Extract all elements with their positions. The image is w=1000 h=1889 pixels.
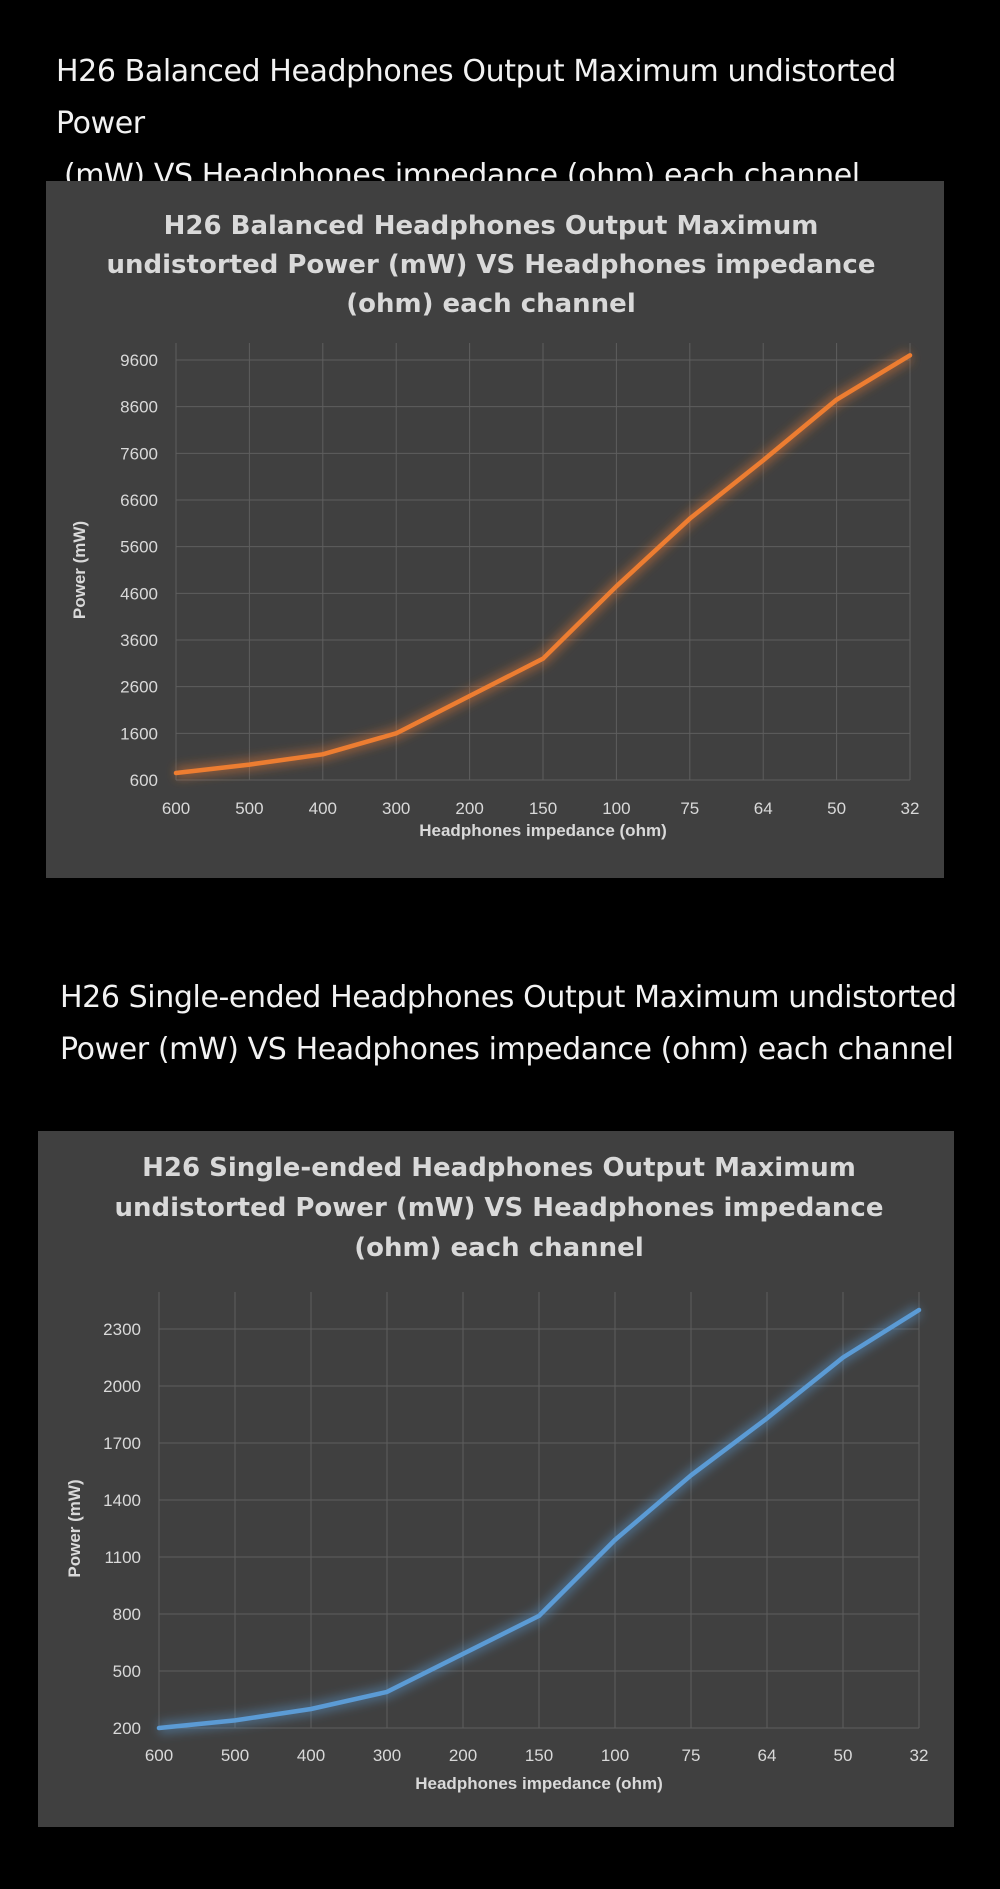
single-ended-section-heading: H26 Single-ended Headphones Output Maxim…: [60, 972, 980, 1076]
single-ended-x-tick-label: 75: [682, 1746, 701, 1765]
single-ended-power-chart: H26 Single-ended Headphones Output Maxim…: [38, 1131, 954, 1827]
balanced-x-axis-label: Headphones impedance (ohm): [419, 821, 666, 840]
balanced-y-tick-label: 4600: [120, 584, 158, 603]
single-ended-chart-svg: H26 Single-ended Headphones Output Maxim…: [65, 1153, 929, 1793]
balanced-chart-title-line: undistorted Power (mW) VS Headphones imp…: [107, 250, 876, 280]
balanced-section-heading: H26 Balanced Headphones Output Maximum u…: [56, 46, 976, 202]
single-ended-x-tick-label: 400: [297, 1746, 325, 1765]
balanced-data-point: [541, 656, 545, 661]
balanced-data-point: [614, 584, 619, 589]
single-ended-y-tick-label: 2000: [103, 1377, 141, 1396]
balanced-x-tick-label: 150: [529, 799, 557, 818]
single-ended-y-tick-label: 500: [113, 1662, 141, 1681]
balanced-data-point: [320, 752, 325, 757]
balanced-x-tick-label: 300: [382, 799, 410, 818]
single-ended-x-axis-label: Headphones impedance (ohm): [415, 1774, 662, 1793]
single-ended-y-tick-label: 800: [113, 1605, 141, 1624]
balanced-data-point: [174, 771, 178, 775]
single-ended-x-tick-label: 100: [601, 1746, 629, 1765]
balanced-x-tick-label: 50: [827, 799, 846, 818]
single-ended-data-point: [613, 1537, 617, 1542]
balanced-chart-title-line: (ohm) each channel: [346, 289, 635, 319]
balanced-y-tick-label: 6600: [120, 491, 158, 510]
single-ended-chart-title-line: H26 Single-ended Headphones Output Maxim…: [142, 1153, 856, 1183]
single-ended-data-point: [689, 1473, 693, 1478]
single-ended-data-point: [765, 1416, 769, 1421]
balanced-x-tick-label: 64: [754, 799, 773, 818]
balanced-heading-line-1: H26 Balanced Headphones Output Maximum u…: [56, 54, 896, 141]
single-ended-x-tick-label: 50: [834, 1746, 853, 1765]
balanced-x-tick-label: 75: [680, 799, 699, 818]
balanced-y-tick-label: 600: [130, 771, 158, 790]
balanced-y-tick-label: 2600: [120, 678, 158, 697]
balanced-x-tick-label: 200: [455, 799, 483, 818]
balanced-x-tick-label: 100: [602, 799, 630, 818]
single-ended-data-point: [233, 1718, 237, 1723]
balanced-y-tick-label: 9600: [120, 351, 158, 370]
single-ended-x-tick-label: 150: [525, 1746, 553, 1765]
balanced-data-point: [247, 762, 252, 767]
single-ended-y-tick-label: 2300: [103, 1320, 141, 1339]
balanced-power-chart: H26 Balanced Headphones Output Maximum un…: [46, 181, 944, 878]
balanced-x-tick-label: 400: [309, 799, 337, 818]
balanced-data-point: [394, 731, 399, 736]
single-ended-x-tick-label: 200: [449, 1746, 477, 1765]
single-ended-data-point: [461, 1651, 465, 1656]
balanced-chart-svg: H26 Balanced Headphones Output Maximum un…: [70, 211, 920, 840]
single-heading-line-1: H26 Single-ended Headphones Output Maxim…: [60, 980, 957, 1015]
balanced-data-point: [761, 458, 766, 463]
balanced-data-point: [687, 516, 692, 521]
single-ended-y-tick-label: 1400: [103, 1491, 141, 1510]
balanced-data-point: [834, 397, 839, 402]
single-ended-x-tick-label: 32: [910, 1746, 929, 1765]
single-ended-chart-title-line: undistorted Power (mW) VS Headphones imp…: [115, 1193, 884, 1223]
balanced-data-point: [908, 353, 912, 358]
single-heading-line-2: Power (mW) VS Headphones impedance (ohm)…: [60, 1032, 954, 1067]
single-ended-data-point: [309, 1707, 313, 1711]
balanced-y-tick-label: 8600: [120, 398, 158, 417]
single-ended-y-tick-label: 1100: [104, 1548, 141, 1567]
balanced-x-tick-label: 600: [162, 799, 190, 818]
balanced-x-tick-label: 32: [901, 799, 920, 818]
balanced-y-tick-label: 1600: [120, 724, 158, 743]
single-ended-y-tick-label: 1700: [103, 1434, 141, 1453]
single-ended-data-point: [385, 1689, 389, 1694]
single-ended-x-tick-label: 64: [758, 1746, 777, 1765]
single-ended-y-tick-label: 200: [113, 1719, 141, 1738]
single-ended-data-point: [917, 1308, 921, 1312]
balanced-y-axis-label: Power (mW): [70, 521, 89, 619]
single-ended-chart-title-line: (ohm) each channel: [354, 1233, 643, 1263]
single-ended-data-point: [841, 1355, 845, 1360]
single-ended-y-axis-label: Power (mW): [65, 1479, 84, 1577]
balanced-data-point: [467, 694, 472, 698]
balanced-chart-title-line: H26 Balanced Headphones Output Maximum: [164, 211, 819, 241]
balanced-y-tick-label: 3600: [120, 631, 158, 650]
single-ended-x-tick-label: 500: [221, 1746, 249, 1765]
single-ended-data-point: [537, 1613, 541, 1618]
single-ended-x-tick-label: 300: [373, 1746, 401, 1765]
balanced-y-tick-label: 7600: [120, 444, 158, 463]
balanced-y-tick-label: 5600: [120, 538, 158, 557]
single-ended-data-point: [157, 1726, 161, 1730]
single-ended-x-tick-label: 600: [145, 1746, 173, 1765]
balanced-x-tick-label: 500: [235, 799, 263, 818]
